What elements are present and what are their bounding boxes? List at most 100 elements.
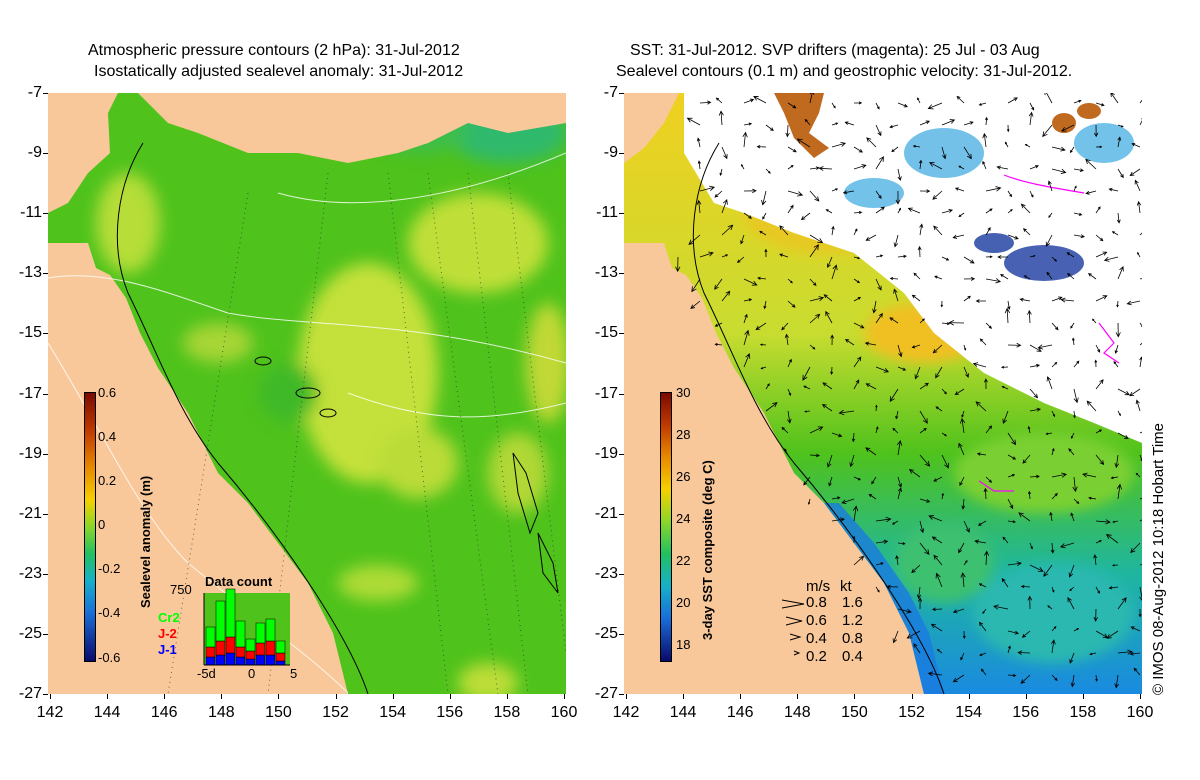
velocity-arrow [997, 255, 1009, 259]
velocity-arrow [935, 366, 943, 379]
left-ytick-mark [43, 694, 48, 695]
velocity-arrow [1050, 639, 1056, 654]
velocity-arrow [1073, 234, 1085, 239]
velocity-arrow [916, 586, 922, 600]
velocity-arrow [875, 516, 892, 523]
velocity-arrow [1114, 344, 1119, 354]
velocity-arrow [978, 583, 987, 588]
vel-legend-ms-04: 0.4 [806, 630, 827, 647]
velocity-arrow [831, 141, 847, 148]
right-ytick-label: -23 [594, 564, 618, 582]
velocity-arrow [1095, 344, 1101, 353]
velocity-arrow [721, 146, 728, 160]
velocity-arrow [875, 312, 883, 324]
right-ytick-mark [619, 213, 624, 215]
velocity-arrow [913, 272, 921, 280]
histogram-bar [275, 640, 286, 654]
velocity-arrow [864, 341, 877, 346]
velocity-arrow [996, 165, 1009, 170]
velocity-arrow [935, 572, 943, 588]
vel-legend-header-ms: m/s [806, 578, 831, 595]
velocity-arrow [892, 427, 899, 434]
velocity-arrow [853, 322, 865, 329]
velocity-arrow [1114, 674, 1120, 689]
velocity-arrow [932, 344, 943, 354]
velocity-arrow [1042, 124, 1053, 138]
velocity-arrow [691, 278, 701, 293]
velocity-arrow [1091, 318, 1097, 324]
velocity-arrow [787, 102, 797, 109]
velocity-arrow [1049, 511, 1053, 522]
velocity-arrow [757, 276, 767, 280]
velocity-arrow [1073, 99, 1082, 104]
velocity-arrow [1093, 608, 1099, 622]
velocity-arrow [787, 165, 794, 170]
velocity-arrow [1051, 256, 1058, 262]
velocity-arrow [1007, 630, 1020, 635]
histogram-bar [225, 636, 236, 654]
velocity-arrow [1061, 124, 1075, 132]
velocity-arrow [721, 224, 734, 236]
velocity-arrow [853, 146, 864, 153]
velocity-arrow [918, 159, 923, 170]
velocity-arrow [822, 382, 833, 390]
right-sst-map [624, 93, 1142, 694]
histogram-bar [265, 640, 276, 656]
velocity-arrow [1046, 271, 1053, 280]
velocity-arrow [1007, 432, 1017, 446]
velocity-arrow [1047, 180, 1053, 192]
velocity-arrow [897, 487, 903, 500]
velocity-arrow [897, 366, 907, 371]
velocity-arrow [982, 608, 987, 615]
velocity-arrow [690, 300, 701, 309]
velocity-arrow [963, 344, 967, 351]
histogram-bar [255, 642, 266, 656]
left-cb-tick-m02: -0.2 [98, 561, 121, 576]
left-cb-tick-02: 0.2 [98, 473, 117, 488]
velocity-arrow [1073, 628, 1080, 632]
velocity-arrow [1073, 410, 1076, 419]
velocity-arrow [853, 297, 862, 302]
velocity-arrow [831, 188, 839, 192]
velocity-arrow [871, 476, 877, 485]
velocity-arrow [1007, 520, 1017, 524]
velocity-arrow [809, 190, 820, 202]
velocity-arrow [831, 122, 839, 126]
left-xtick-mark [221, 694, 223, 699]
velocity-arrow [1129, 168, 1141, 177]
velocity-arrow [714, 343, 723, 346]
velocity-arrow [1007, 209, 1013, 214]
left-ytick-mark [43, 393, 48, 395]
velocity-arrow [743, 329, 750, 346]
velocity-arrow [1059, 542, 1075, 549]
right-xtick-mark [740, 694, 742, 699]
velocity-arrow [1027, 309, 1032, 324]
velocity-arrow [919, 410, 928, 424]
velocity-arrow [1029, 474, 1040, 479]
velocity-arrow [1018, 512, 1031, 522]
velocity-arrow [1139, 232, 1142, 236]
velocity-arrow [948, 320, 965, 326]
velocity-arrow [1051, 296, 1063, 302]
left-ytick-mark [43, 453, 48, 455]
velocity-arrow [831, 102, 836, 109]
data-count-series-j1: J-1 [158, 642, 177, 657]
velocity-arrow [1027, 425, 1031, 434]
velocity-arrow [831, 496, 841, 500]
velocity-arrow [895, 410, 899, 420]
velocity-arrow [1007, 561, 1022, 567]
velocity-arrow [675, 256, 681, 273]
velocity-arrow [941, 322, 951, 326]
velocity-arrow [1007, 300, 1011, 310]
velocity-arrow [993, 604, 1009, 610]
histogram-bar [205, 626, 216, 648]
velocity-arrow [743, 298, 753, 302]
velocity-arrow [893, 234, 899, 248]
velocity-arrow [825, 209, 833, 214]
velocity-arrow [779, 225, 789, 236]
right-ytick-mark [619, 273, 624, 275]
left-xtick-mark [50, 694, 51, 699]
velocity-arrow [897, 168, 902, 182]
velocity-arrow [715, 97, 723, 104]
left-title-line2: Isostatically adjusted sealevel anomaly:… [94, 63, 464, 80]
